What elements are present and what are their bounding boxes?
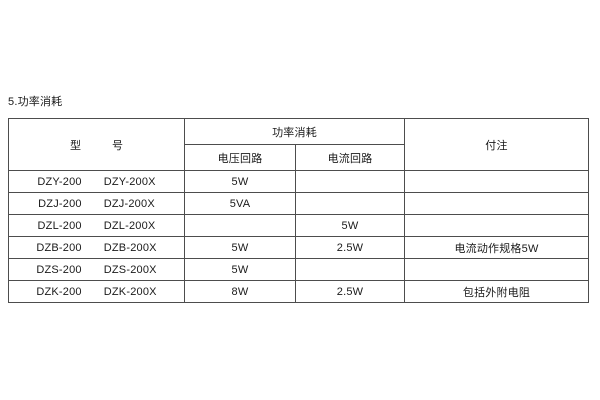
cell-voltage-circuit: 5W <box>184 170 296 193</box>
table-row: DZL-200 DZL-200X 5W <box>8 214 589 237</box>
model-name-variant: DZL-200X <box>103 219 156 232</box>
model-name-base: DZS-200 <box>36 263 82 276</box>
table-row: DZY-200 DZY-200X 5W <box>8 170 589 193</box>
power-consumption-table-container: 型 号 功率消耗 付注 电压回路 电流回路 DZY-200 DZY-200X <box>8 118 589 303</box>
cell-current-circuit: 2.5W <box>295 236 405 259</box>
cell-current-circuit <box>295 192 405 215</box>
model-name-variant: DZB-200X <box>103 241 157 254</box>
model-name-base: DZK-200 <box>36 285 82 298</box>
cell-note <box>404 214 589 237</box>
model-name-base: DZJ-200 <box>38 197 82 210</box>
header-row-top: 型 号 功率消耗 付注 <box>8 118 589 171</box>
cell-model: DZB-200 DZB-200X <box>8 236 185 259</box>
model-name-variant: DZK-200X <box>103 285 157 298</box>
cell-note: 电流动作规格5W <box>404 236 589 259</box>
model-name-variant: DZY-200X <box>103 175 156 188</box>
column-header-model-label: 型 号 <box>70 139 133 152</box>
cell-model: DZY-200 DZY-200X <box>8 170 185 193</box>
model-name-variant: DZS-200X <box>103 263 157 276</box>
table-head: 型 号 功率消耗 付注 电压回路 电流回路 <box>8 118 589 171</box>
section-title: 5.功率消耗 <box>8 96 63 108</box>
cell-note <box>404 192 589 215</box>
column-header-power-consumption: 功率消耗 <box>184 118 405 145</box>
column-header-note: 付注 <box>404 118 589 171</box>
cell-note <box>404 258 589 281</box>
column-header-model: 型 号 <box>8 118 185 171</box>
table-body: DZY-200 DZY-200X 5W DZJ-200 DZJ-200X <box>8 170 589 303</box>
power-consumption-table: 型 号 功率消耗 付注 电压回路 电流回路 DZY-200 DZY-200X <box>8 118 589 303</box>
cell-voltage-circuit: 5W <box>184 236 296 259</box>
cell-voltage-circuit: 8W <box>184 280 296 303</box>
model-name-base: DZB-200 <box>36 241 82 254</box>
table-row: DZB-200 DZB-200X 5W 2.5W 电流动作规格5W <box>8 236 589 259</box>
model-name-base: DZL-200 <box>37 219 82 232</box>
cell-model: DZL-200 DZL-200X <box>8 214 185 237</box>
model-name-base: DZY-200 <box>37 175 82 188</box>
header-row-sub: 电压回路 电流回路 <box>9 144 589 171</box>
table-row: DZS-200 DZS-200X 5W <box>8 258 589 281</box>
model-name-variant: DZJ-200X <box>103 197 155 210</box>
column-header-voltage-circuit: 电压回路 <box>184 144 296 171</box>
cell-current-circuit: 2.5W <box>295 280 405 303</box>
table-row: DZJ-200 DZJ-200X 5VA <box>8 192 589 215</box>
cell-voltage-circuit: 5W <box>184 258 296 281</box>
cell-model: DZS-200 DZS-200X <box>8 258 185 281</box>
column-header-current-circuit: 电流回路 <box>295 144 405 171</box>
cell-current-circuit: 5W <box>295 214 405 237</box>
cell-voltage-circuit: 5VA <box>184 192 296 215</box>
cell-current-circuit <box>295 170 405 193</box>
cell-model: DZJ-200 DZJ-200X <box>8 192 185 215</box>
cell-model: DZK-200 DZK-200X <box>8 280 185 303</box>
cell-voltage-circuit <box>184 214 296 237</box>
cell-note <box>404 170 589 193</box>
cell-note: 包括外附电阻 <box>404 280 589 303</box>
table-row: DZK-200 DZK-200X 8W 2.5W 包括外附电阻 <box>8 280 589 303</box>
cell-current-circuit <box>295 258 405 281</box>
